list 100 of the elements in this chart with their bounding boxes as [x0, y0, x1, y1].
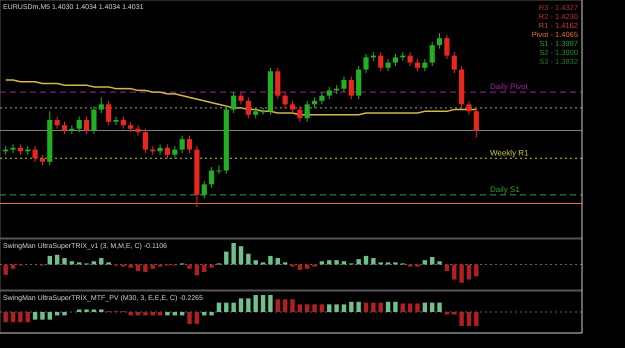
bar: [202, 312, 206, 316]
bar: [304, 264, 310, 269]
candlestick: [238, 92, 244, 105]
candlestick: [282, 92, 288, 108]
candlestick: [164, 144, 170, 159]
candlestick: [422, 58, 428, 72]
bar: [136, 264, 140, 271]
bar: [92, 261, 96, 264]
bar: [342, 304, 346, 312]
candlestick: [392, 53, 398, 67]
bar: [77, 309, 82, 312]
bar: [371, 258, 376, 264]
candlestick: [120, 116, 126, 130]
candlestick: [180, 135, 185, 154]
bar: [452, 312, 456, 315]
bar: [298, 304, 302, 312]
bar: [54, 254, 60, 264]
bar: [459, 312, 464, 326]
bar: [99, 309, 104, 312]
bar: [224, 252, 228, 264]
bar: [48, 312, 52, 320]
bar: [437, 302, 442, 312]
ref-line-label: Daily S1: [490, 184, 520, 194]
bar: [224, 302, 228, 312]
bar: [437, 261, 442, 264]
bar: [334, 304, 339, 312]
bar: [415, 304, 420, 312]
bar: [466, 312, 472, 326]
bar: [158, 312, 162, 316]
bar: [408, 304, 412, 312]
candlestick: [98, 96, 104, 114]
bar: [342, 261, 346, 264]
candlestick: [319, 92, 324, 105]
bar: [3, 264, 8, 275]
bar: [276, 299, 280, 312]
bar: [282, 299, 288, 312]
bar: [260, 295, 266, 312]
bar: [202, 264, 206, 272]
bar: [474, 264, 479, 276]
bar: [422, 302, 428, 312]
candlestick: [142, 128, 148, 154]
bar: [268, 256, 273, 264]
bar: [92, 309, 96, 312]
bar: [84, 309, 89, 312]
candlestick: [341, 76, 347, 93]
bar: [474, 312, 479, 326]
candlestick: [444, 34, 450, 60]
candlestick: [253, 107, 258, 119]
bar: [10, 264, 16, 269]
bar: [422, 260, 428, 264]
candlestick: [231, 92, 236, 114]
bar: [150, 312, 155, 316]
bar: [99, 258, 104, 264]
candlestick: [135, 124, 141, 136]
candlestick: [378, 52, 384, 72]
bar: [70, 261, 74, 264]
bar: [349, 302, 354, 312]
candlestick: [54, 116, 60, 130]
bar: [128, 264, 133, 268]
candlestick: [408, 52, 413, 67]
candlestick: [209, 166, 214, 188]
candlestick: [84, 116, 90, 134]
bar: [136, 312, 140, 316]
candlestick: [216, 164, 222, 174]
bar: [320, 261, 324, 264]
bar: [62, 312, 67, 316]
bar: [48, 256, 52, 264]
candlestick: [202, 180, 207, 199]
candlestick: [430, 41, 435, 67]
candlestick: [304, 100, 310, 122]
bar: [254, 260, 258, 264]
candlestick: [32, 146, 38, 162]
candlestick: [128, 121, 134, 133]
bar: [386, 302, 390, 312]
bar: [54, 312, 60, 316]
bar: [187, 312, 192, 324]
candlestick: [466, 100, 472, 116]
candlestick: [297, 106, 302, 122]
bar: [400, 304, 405, 312]
bar: [430, 256, 434, 264]
bar: [238, 246, 244, 264]
bar: [327, 260, 332, 264]
candlestick: [326, 86, 332, 100]
candlestick: [172, 146, 178, 159]
candlestick: [62, 121, 68, 134]
bar: [172, 312, 178, 316]
bar: [209, 264, 214, 268]
bar: [298, 264, 302, 270]
bar: [334, 260, 339, 264]
candlestick: [436, 32, 442, 50]
candlestick: [414, 58, 420, 72]
bar: [209, 312, 214, 316]
bar: [26, 312, 30, 322]
bar: [452, 264, 456, 280]
candlestick: [158, 144, 163, 156]
bar: [194, 264, 200, 276]
bar: [304, 304, 310, 312]
bar: [238, 298, 244, 312]
bar: [268, 295, 273, 312]
candlestick: [348, 76, 354, 100]
